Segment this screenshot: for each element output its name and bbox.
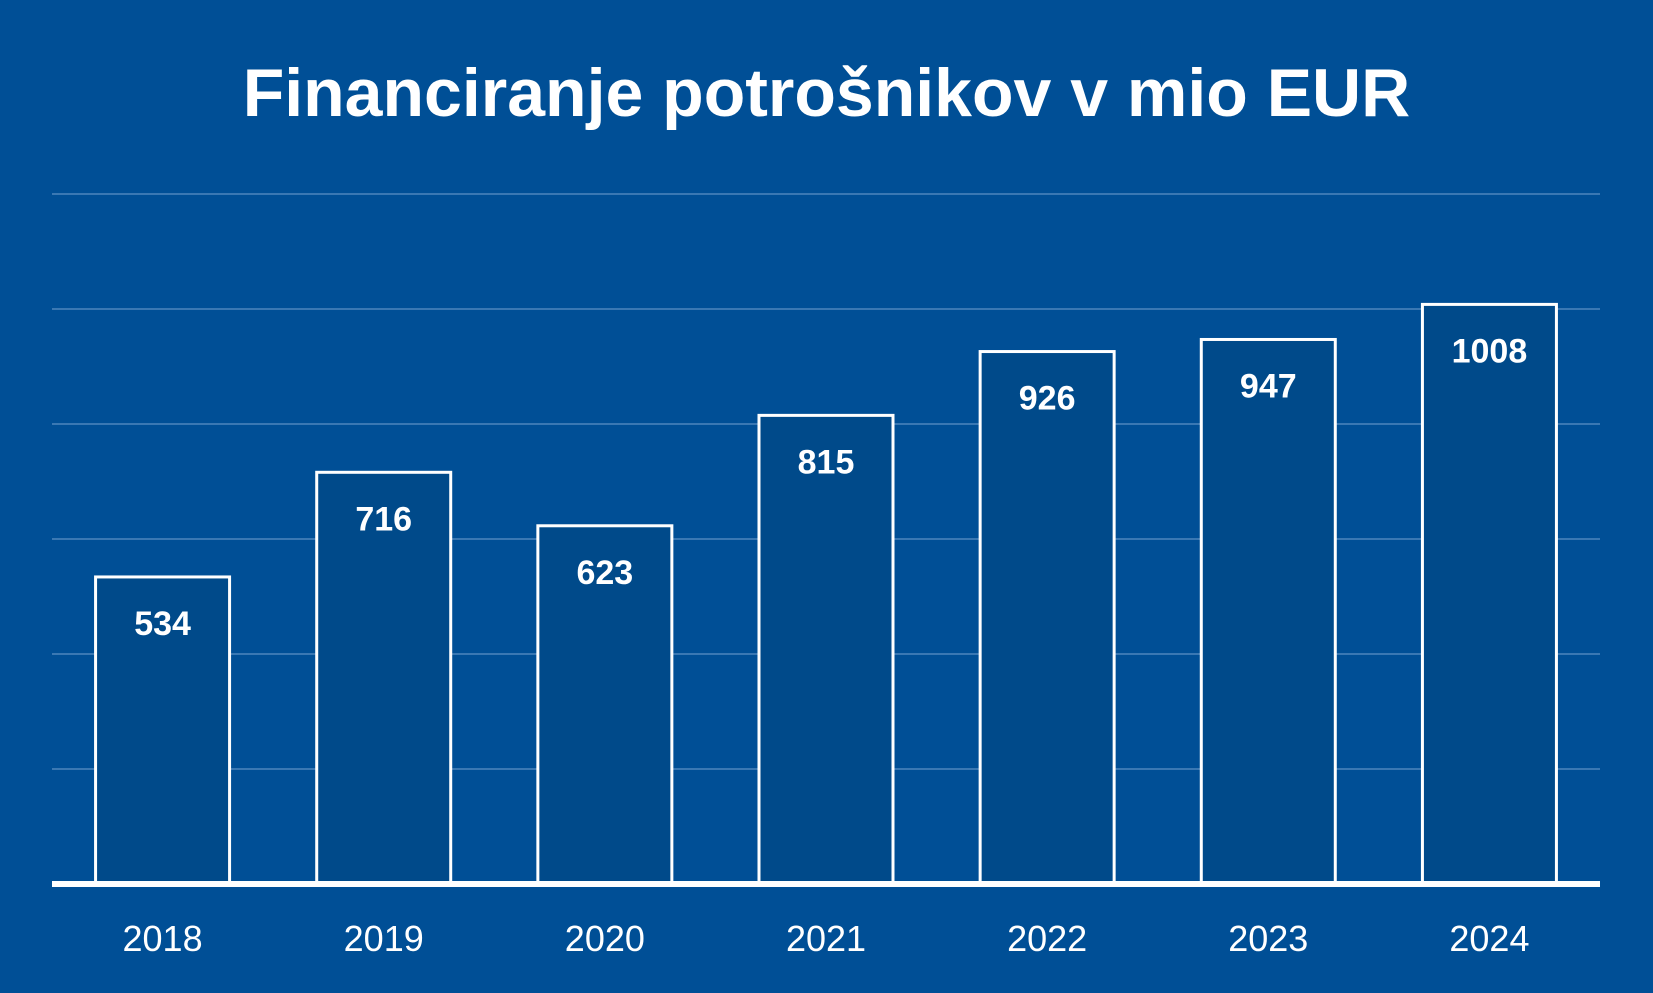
x-tick-label-2023: 2023 [1228, 918, 1308, 959]
x-tick-label-2020: 2020 [565, 918, 645, 959]
data-label-2021: 815 [798, 443, 855, 481]
data-label-2020: 623 [576, 554, 633, 592]
x-tick-label-2019: 2019 [344, 918, 424, 959]
bar-2018 [94, 575, 232, 886]
bar-2022 [978, 350, 1116, 886]
data-label-2019: 716 [355, 500, 412, 538]
data-label-2024: 1008 [1452, 332, 1528, 370]
x-tick-label-2021: 2021 [786, 918, 866, 959]
data-label-2023: 947 [1240, 367, 1297, 405]
bar-2023 [1199, 337, 1337, 886]
x-axis-tick-labels: 2018 2019 2020 2021 2022 2023 2024 [123, 918, 1530, 959]
x-tick-label-2024: 2024 [1449, 918, 1529, 959]
data-label-2022: 926 [1019, 380, 1076, 418]
chart-title: Financiranje potrošnikov v mio EUR [242, 55, 1411, 131]
x-tick-label-2018: 2018 [123, 918, 203, 959]
bar-2021 [757, 413, 895, 886]
x-tick-label-2022: 2022 [1007, 918, 1087, 959]
bars [94, 302, 1558, 886]
data-label-2018: 534 [134, 605, 191, 643]
bar-2024 [1420, 302, 1558, 886]
data-labels: 534 716 623 815 926 947 1008 [134, 332, 1527, 643]
